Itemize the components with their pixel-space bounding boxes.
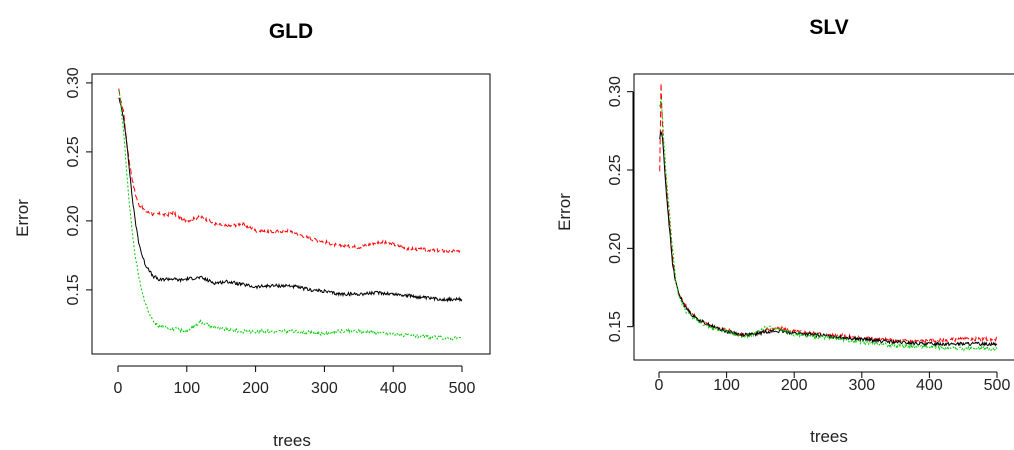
y-tick-label: 0.25	[65, 136, 82, 167]
x-tick-label: 400	[916, 377, 943, 394]
y-axis-label: Error	[13, 199, 32, 237]
chart-panel-gld: GLD trees Error 0 100 200 300 400 500 0.15 0.2…	[13, 20, 491, 450]
x-tick-label: 500	[984, 377, 1011, 394]
x-tick-label: 100	[173, 380, 200, 397]
chart-title: GLD	[269, 20, 313, 43]
y-tick-label: 0.20	[607, 233, 624, 264]
x-axis-label: trees	[810, 427, 848, 446]
x-tick-label: 200	[242, 380, 269, 397]
x-axis: 0 100 200 300 400 500	[655, 371, 1011, 394]
x-axis-label: trees	[273, 431, 311, 450]
y-tick-label: 0.30	[65, 67, 82, 98]
y-tick-label: 0.25	[607, 154, 624, 185]
y-tick-label: 0.15	[607, 311, 624, 342]
x-tick-label: 300	[848, 377, 875, 394]
y-tick-label: 0.15	[65, 274, 82, 305]
x-tick-label: 100	[713, 377, 740, 394]
plot-frame	[633, 73, 1014, 361]
x-axis: 0 100 200 300 400 500	[114, 365, 476, 397]
series-line	[118, 97, 463, 303]
x-tick-label: 0	[655, 377, 664, 394]
x-tick-label: 200	[781, 377, 808, 394]
series-line	[659, 98, 998, 352]
x-tick-label: 400	[380, 380, 407, 397]
series-line	[118, 89, 463, 341]
chart-panel-slv: SLV trees Error 0 100 200 300 400 500 0.15 0.2…	[555, 16, 1014, 446]
x-tick-label: 0	[114, 380, 123, 397]
y-tick-label: 0.20	[65, 205, 82, 236]
series-group	[659, 82, 998, 352]
x-tick-label: 500	[449, 380, 476, 397]
y-axis: 0.15 0.20 0.25 0.30	[607, 76, 634, 342]
series-line	[659, 131, 998, 348]
y-axis: 0.15 0.20 0.25 0.30	[65, 67, 93, 305]
y-axis-label: Error	[555, 193, 574, 231]
chart-title: SLV	[809, 16, 848, 39]
y-tick-label: 0.30	[607, 76, 624, 107]
x-tick-label: 300	[311, 380, 338, 397]
series-line	[118, 88, 463, 254]
series-group	[118, 88, 463, 341]
series-line	[659, 82, 998, 345]
